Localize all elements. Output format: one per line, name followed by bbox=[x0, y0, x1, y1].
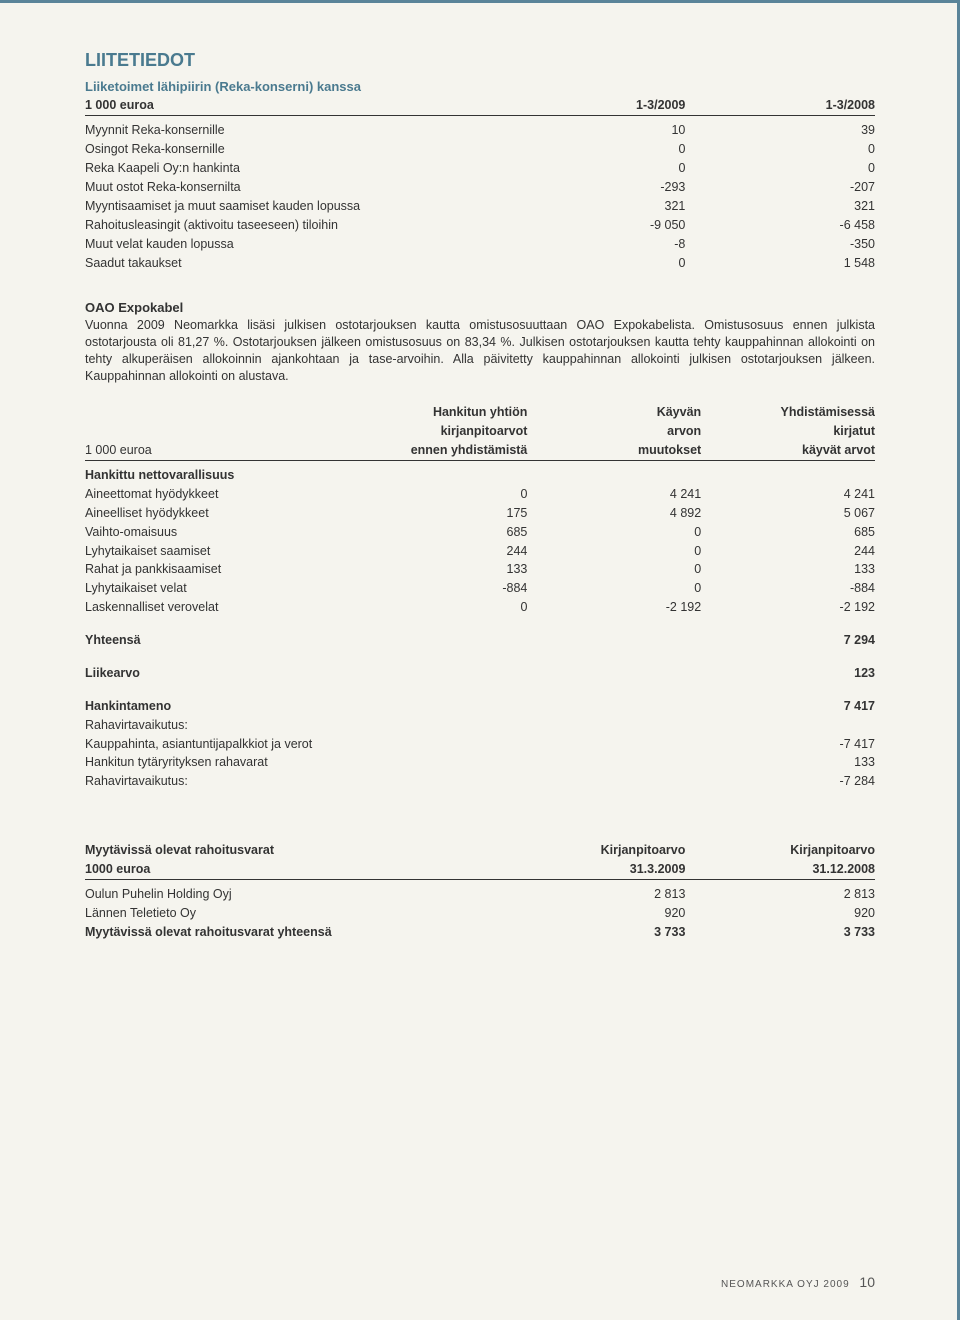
table-row: Myynnit Reka-konsernille1039 bbox=[85, 121, 875, 140]
table2-liikearvo: Liikearvo123 bbox=[85, 664, 875, 683]
decorative-border-top bbox=[0, 0, 960, 3]
table-row: Oulun Puhelin Holding Oyj2 8132 813 bbox=[85, 885, 875, 904]
table-row: Rahat ja pankkisaamiset1330133 bbox=[85, 560, 875, 579]
table1-col2: 1-3/2008 bbox=[685, 96, 875, 115]
table-row: Rahavirtavaikutus:-7 284 bbox=[85, 772, 875, 791]
footer-text: NEOMARKKA OYJ 2009 bbox=[721, 1279, 850, 1290]
table2-header-row3: 1 000 euroa ennen yhdistämistä muutokset… bbox=[85, 441, 875, 460]
table-row: Reka Kaapeli Oy:n hankinta00 bbox=[85, 159, 875, 178]
table3-section: Myytävissä olevat rahoitusvarat Kirjanpi… bbox=[85, 841, 875, 942]
table2-yhteensa: Yhteensä7 294 bbox=[85, 631, 875, 650]
table1-col1: 1-3/2009 bbox=[496, 96, 686, 115]
table2-section-heading: Hankittu nettovarallisuus bbox=[85, 466, 875, 485]
table-row: Osingot Reka-konsernille00 bbox=[85, 140, 875, 159]
table3-total: Myytävissä olevat rahoitusvarat yhteensä… bbox=[85, 923, 875, 942]
table2-hankintameno: Hankintameno7 417 bbox=[85, 697, 875, 716]
table-row: Vaihto-omaisuus6850685 bbox=[85, 523, 875, 542]
table-row: Rahavirtavaikutus: bbox=[85, 716, 875, 735]
table1: 1 000 euroa 1-3/2009 1-3/2008 Myynnit Re… bbox=[85, 96, 875, 272]
table-row: Saadut takaukset01 548 bbox=[85, 254, 875, 273]
table-row: Myyntisaamiset ja muut saamiset kauden l… bbox=[85, 197, 875, 216]
table3-header-row1: Myytävissä olevat rahoitusvarat Kirjanpi… bbox=[85, 841, 875, 860]
table3: Myytävissä olevat rahoitusvarat Kirjanpi… bbox=[85, 841, 875, 942]
table-row: Lyhytaikaiset velat-8840-884 bbox=[85, 579, 875, 598]
expokabel-text: Vuonna 2009 Neomarkka lisäsi julkisen os… bbox=[85, 317, 875, 385]
page-number: 10 bbox=[859, 1274, 875, 1290]
page-footer: NEOMARKKA OYJ 2009 10 bbox=[721, 1274, 875, 1290]
table-row: Aineettomat hyödykkeet04 2414 241 bbox=[85, 485, 875, 504]
table-row: Lännen Teletieto Oy920920 bbox=[85, 904, 875, 923]
table-row: Rahoitusleasingit (aktivoitu taseeseen) … bbox=[85, 216, 875, 235]
expokabel-section: OAO Expokabel Vuonna 2009 Neomarkka lisä… bbox=[85, 300, 875, 791]
page-content: LIITETIEDOT Liiketoimet lähipiirin (Reka… bbox=[0, 0, 960, 1000]
table-row: Laskennalliset verovelat0-2 192-2 192 bbox=[85, 598, 875, 617]
table-row: Kauppahinta, asiantuntijapalkkiot ja ver… bbox=[85, 735, 875, 754]
expokabel-heading: OAO Expokabel bbox=[85, 300, 875, 315]
table1-unit: 1 000 euroa bbox=[85, 96, 496, 115]
table-row: Muut ostot Reka-konsernilta-293-207 bbox=[85, 178, 875, 197]
table1-header-row: 1 000 euroa 1-3/2009 1-3/2008 bbox=[85, 96, 875, 115]
table-row: Hankitun tytäryrityksen rahavarat133 bbox=[85, 753, 875, 772]
table-row: Muut velat kauden lopussa-8-350 bbox=[85, 235, 875, 254]
table2-header-row2: kirjanpitoarvot arvon kirjatut bbox=[85, 422, 875, 441]
table1-section: Liiketoimet lähipiirin (Reka-konserni) k… bbox=[85, 79, 875, 272]
table2: Hankitun yhtiön Käyvän Yhdistämisessä ki… bbox=[85, 403, 875, 791]
page-title: LIITETIEDOT bbox=[85, 50, 875, 71]
table-row: Lyhytaikaiset saamiset2440244 bbox=[85, 542, 875, 561]
table2-header-row1: Hankitun yhtiön Käyvän Yhdistämisessä bbox=[85, 403, 875, 422]
table3-header-row2: 1000 euroa 31.3.2009 31.12.2008 bbox=[85, 860, 875, 879]
table1-subtitle: Liiketoimet lähipiirin (Reka-konserni) k… bbox=[85, 79, 875, 94]
table-row: Aineelliset hyödykkeet1754 8925 067 bbox=[85, 504, 875, 523]
